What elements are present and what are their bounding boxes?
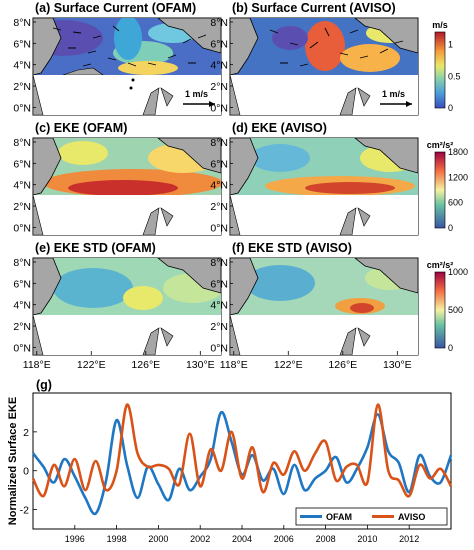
colorbar-tick-label: 0.5 bbox=[448, 71, 461, 81]
colorbar-tick-label: 0 bbox=[448, 223, 453, 233]
y-tick-label: -2 bbox=[20, 505, 29, 517]
map-lat-label: 0°N bbox=[210, 102, 228, 114]
x-tick-label: 2002 bbox=[190, 534, 210, 544]
colorbar-tick-label: 1200 bbox=[448, 172, 468, 182]
x-tick-label: 1996 bbox=[65, 534, 85, 544]
panel-e-eke-std-ofam: (e) EKE STD (OFAM) bbox=[32, 241, 222, 356]
map-lon-label: 130°E bbox=[186, 359, 215, 371]
series-line-aviso bbox=[31, 403, 453, 498]
map-lat-label: 4°N bbox=[210, 180, 228, 192]
map-lat-label: 4°N bbox=[13, 300, 31, 312]
map-lat-label: 6°N bbox=[13, 38, 31, 50]
x-tick-label: 2006 bbox=[274, 534, 294, 544]
map-lat-label: 2°N bbox=[210, 321, 228, 333]
map-lat-label: 6°N bbox=[13, 278, 31, 290]
map-lat-label: 2°N bbox=[13, 201, 31, 213]
colorbar-tick-label: 500 bbox=[448, 305, 463, 315]
colorbar-tick-label: 1800 bbox=[448, 147, 468, 157]
map-lat-label: 2°N bbox=[13, 81, 31, 93]
map-lat-label: 4°N bbox=[210, 60, 228, 72]
svg-text:1 m/s: 1 m/s bbox=[185, 89, 208, 99]
map-longitude-labels: 118°E 122°E 126°E 130°E 118°E 122°E 126°E 130°E bbox=[23, 351, 412, 371]
colorbar-1 bbox=[434, 31, 446, 109]
x-tick-label: 2004 bbox=[232, 534, 252, 544]
series-line-ofam bbox=[31, 411, 453, 516]
map-lat-label: 4°N bbox=[13, 180, 31, 192]
map-lat-label: 2°N bbox=[210, 201, 228, 213]
legend-label-aviso: AVISO bbox=[398, 512, 425, 522]
map-lon-label: 118°E bbox=[220, 359, 248, 371]
colorbar-unit-label: m/s bbox=[432, 20, 448, 30]
legend: OFAM AVISO bbox=[295, 507, 448, 526]
x-tick-label: 2012 bbox=[399, 534, 419, 544]
panel-a-surface-current-ofam: (a) Surface Current (OFAM) 1 m/s bbox=[32, 1, 222, 116]
y-axis-ticks: 2 0 -2 bbox=[20, 427, 37, 517]
panel-b-title: (b) Surface Current (AVISO) bbox=[232, 1, 396, 15]
map-lat-label: 8°N bbox=[210, 257, 228, 269]
scale-arrow-a: 1 m/s bbox=[183, 89, 215, 107]
chart-title: (g) bbox=[36, 378, 52, 392]
map-lat-label: 8°N bbox=[13, 137, 31, 149]
panel-c-title: (c) EKE (OFAM) bbox=[35, 121, 127, 135]
colorbar-2 bbox=[434, 151, 446, 229]
colorbar-tick-label: 600 bbox=[448, 198, 463, 208]
map-lat-label: 8°N bbox=[13, 17, 31, 29]
svg-text:1 m/s: 1 m/s bbox=[382, 89, 405, 99]
map-lat-label: 6°N bbox=[210, 158, 228, 170]
map-latitude-labels: 8°N 6°N 4°N 2°N 0°N 8°N 6°N 4°N 2°N 0°N 8°N 6°N 4°N 2… bbox=[13, 17, 233, 354]
time-series-chart: (g) 2 0 -2 1996 1998 2000 2002 2004 2006 2008 201… bbox=[7, 378, 453, 544]
colorbar-unit-label: cm²/s² bbox=[427, 140, 454, 150]
map-lat-label: 4°N bbox=[13, 60, 31, 72]
map-lat-label: 8°N bbox=[13, 257, 31, 269]
map-lat-label: 0°N bbox=[210, 342, 228, 354]
y-tick-label: 0 bbox=[23, 466, 29, 478]
colorbar-tick-label: 1 bbox=[448, 40, 453, 50]
map-lon-label: 126°E bbox=[131, 359, 160, 371]
map-lat-label: 2°N bbox=[13, 321, 31, 333]
panel-c-eke-ofam: (c) EKE (OFAM) bbox=[32, 121, 222, 236]
map-lat-label: 8°N bbox=[210, 137, 228, 149]
x-tick-label: 2000 bbox=[148, 534, 168, 544]
map-lat-label: 6°N bbox=[210, 278, 228, 290]
map-lon-label: 122°E bbox=[77, 359, 106, 371]
x-tick-label: 1998 bbox=[107, 534, 127, 544]
panel-d-title: (d) EKE (AVISO) bbox=[232, 121, 327, 135]
panel-f-title: (f) EKE STD (AVISO) bbox=[232, 241, 352, 255]
scale-arrow-b: 1 m/s bbox=[380, 89, 412, 107]
map-lon-label: 126°E bbox=[328, 359, 357, 371]
map-lat-label: 6°N bbox=[210, 38, 228, 50]
map-lat-label: 0°N bbox=[13, 342, 31, 354]
colorbar-unit-label: cm²/s² bbox=[427, 260, 454, 270]
colorbar-tick-label: 0 bbox=[448, 343, 453, 353]
map-lon-label: 122°E bbox=[274, 359, 303, 371]
map-lon-label: 118°E bbox=[23, 359, 51, 371]
map-lat-label: 0°N bbox=[13, 222, 31, 234]
map-lat-label: 0°N bbox=[13, 102, 31, 114]
x-tick-label: 2008 bbox=[316, 534, 336, 544]
x-axis-ticks: 1996 1998 2000 2002 2004 2006 2008 2010 2012 bbox=[65, 525, 419, 544]
map-lat-label: 0°N bbox=[210, 222, 228, 234]
y-tick-label: 2 bbox=[23, 427, 29, 439]
colorbar-tick-label: 0 bbox=[448, 103, 453, 113]
panel-b-surface-current-aviso: (b) Surface Current (AVISO) 1 m/s bbox=[229, 1, 419, 116]
x-tick-label: 2010 bbox=[357, 534, 377, 544]
map-lat-label: 6°N bbox=[13, 158, 31, 170]
legend-label-ofam: OFAM bbox=[326, 512, 352, 522]
series-lines bbox=[31, 403, 453, 516]
panel-e-title: (e) EKE STD (OFAM) bbox=[35, 241, 156, 255]
map-lon-label: 130°E bbox=[383, 359, 412, 371]
colorbar-tick-label: 1000 bbox=[448, 267, 468, 277]
map-lat-label: 2°N bbox=[210, 81, 228, 93]
panel-f-eke-std-aviso: (f) EKE STD (AVISO) bbox=[229, 241, 419, 356]
colorbar-3 bbox=[434, 271, 446, 349]
map-lat-label: 4°N bbox=[210, 300, 228, 312]
panel-d-eke-aviso: (d) EKE (AVISO) bbox=[229, 121, 419, 236]
map-lat-label: 8°N bbox=[210, 17, 228, 29]
panel-a-title: (a) Surface Current (OFAM) bbox=[35, 1, 196, 15]
y-axis-label: Normalized Surface EKE bbox=[7, 397, 19, 525]
